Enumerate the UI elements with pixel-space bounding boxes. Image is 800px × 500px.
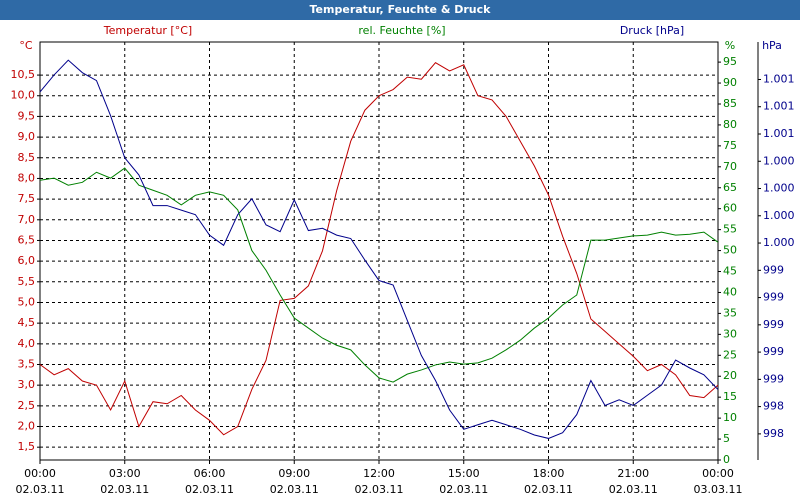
y2-tick-label: 40 — [723, 285, 737, 298]
x-tick-date: 02.03.11 — [609, 483, 658, 496]
y-tick-label: 3,5 — [18, 357, 36, 370]
y3-tick-label: 999 — [763, 291, 784, 304]
y-tick-label: 5,0 — [18, 295, 36, 308]
y2-tick-label: 0 — [723, 453, 730, 466]
y-tick-label: 4,5 — [18, 316, 36, 329]
y3-tick-label: 999 — [763, 318, 784, 331]
x-tick-label: 00:00 — [702, 467, 734, 480]
y-tick-label: 6,5 — [18, 233, 36, 246]
x-tick-date: 02.03.11 — [185, 483, 234, 496]
y2-tick-label: 20 — [723, 369, 737, 382]
y3-tick-label: 1.000 — [763, 236, 795, 249]
y3-tick-label: 1.000 — [763, 154, 795, 167]
y-tick-label: 9,0 — [18, 130, 36, 143]
x-tick-label: 09:00 — [278, 467, 310, 480]
y3-tick-label: 1.001 — [763, 100, 795, 113]
y-tick-label: 10,0 — [11, 89, 36, 102]
y-tick-label: 5,5 — [18, 275, 36, 288]
y-axis-label: °C — [19, 39, 33, 52]
y-tick-label: 1,5 — [18, 440, 36, 453]
y2-tick-label: 50 — [723, 244, 737, 257]
x-tick-date: 02.03.11 — [100, 483, 149, 496]
y3-tick-label: 1.001 — [763, 72, 795, 85]
y2-tick-label: 95 — [723, 55, 737, 68]
y2-tick-label: 45 — [723, 265, 737, 278]
y-tick-label: 2,5 — [18, 399, 36, 412]
y2-tick-label: 75 — [723, 139, 737, 152]
y-tick-label: 4,0 — [18, 337, 36, 350]
series-line — [39, 62, 719, 436]
series-label: Temperatur [°C] — [103, 24, 192, 37]
y-tick-label: 9,5 — [18, 109, 36, 122]
y-tick-label: 10,5 — [11, 68, 36, 81]
x-tick-date: 02.03.11 — [270, 483, 319, 496]
x-tick-label: 00:00 — [24, 467, 56, 480]
y2-tick-label: 70 — [723, 160, 737, 173]
x-tick-date: 03.03.11 — [694, 483, 743, 496]
series-label: rel. Feuchte [%] — [358, 24, 445, 37]
x-tick-label: 15:00 — [448, 467, 480, 480]
y2-tick-label: 60 — [723, 202, 737, 215]
series-label: Druck [hPa] — [620, 24, 684, 37]
y2-tick-label: 80 — [723, 118, 737, 131]
y-tick-label: 3,0 — [18, 378, 36, 391]
y2-axis-label: % — [725, 39, 735, 52]
y2-tick-label: 90 — [723, 76, 737, 89]
x-tick-label: 18:00 — [533, 467, 565, 480]
x-tick-label: 12:00 — [363, 467, 395, 480]
y2-tick-label: 35 — [723, 306, 737, 319]
series-line — [39, 59, 719, 439]
y2-tick-label: 30 — [723, 327, 737, 340]
y3-tick-label: 1.001 — [763, 127, 795, 140]
x-tick-label: 06:00 — [194, 467, 226, 480]
y2-tick-label: 85 — [723, 97, 737, 110]
x-tick-date: 02.03.11 — [16, 483, 65, 496]
y-tick-label: 8,5 — [18, 151, 36, 164]
y3-tick-label: 998 — [763, 427, 784, 440]
y3-tick-label: 1.000 — [763, 182, 795, 195]
x-tick-date: 02.03.11 — [439, 483, 488, 496]
y-tick-label: 7,5 — [18, 192, 36, 205]
y3-tick-label: 999 — [763, 372, 784, 385]
y2-tick-label: 55 — [723, 223, 737, 236]
y2-tick-label: 25 — [723, 348, 737, 361]
y-tick-label: 2,0 — [18, 420, 36, 433]
y-tick-label: 6,0 — [18, 254, 36, 267]
series-line — [39, 167, 719, 383]
y2-tick-label: 15 — [723, 390, 737, 403]
y3-tick-label: 998 — [763, 400, 784, 413]
x-tick-date: 02.03.11 — [524, 483, 573, 496]
y2-tick-label: 10 — [723, 411, 737, 424]
y3-tick-label: 999 — [763, 345, 784, 358]
y2-tick-label: 5 — [723, 432, 730, 445]
y2-tick-label: 65 — [723, 181, 737, 194]
y-tick-label: 8,0 — [18, 171, 36, 184]
title-bar — [0, 0, 800, 20]
y-tick-label: 7,0 — [18, 213, 36, 226]
x-tick-label: 21:00 — [617, 467, 649, 480]
y3-tick-label: 1.000 — [763, 209, 795, 222]
x-tick-date: 02.03.11 — [355, 483, 404, 496]
y3-axis-label: hPa — [762, 39, 782, 52]
x-tick-label: 03:00 — [109, 467, 141, 480]
chart-title: Temperatur, Feuchte & Druck — [310, 3, 492, 16]
y3-tick-label: 999 — [763, 263, 784, 276]
